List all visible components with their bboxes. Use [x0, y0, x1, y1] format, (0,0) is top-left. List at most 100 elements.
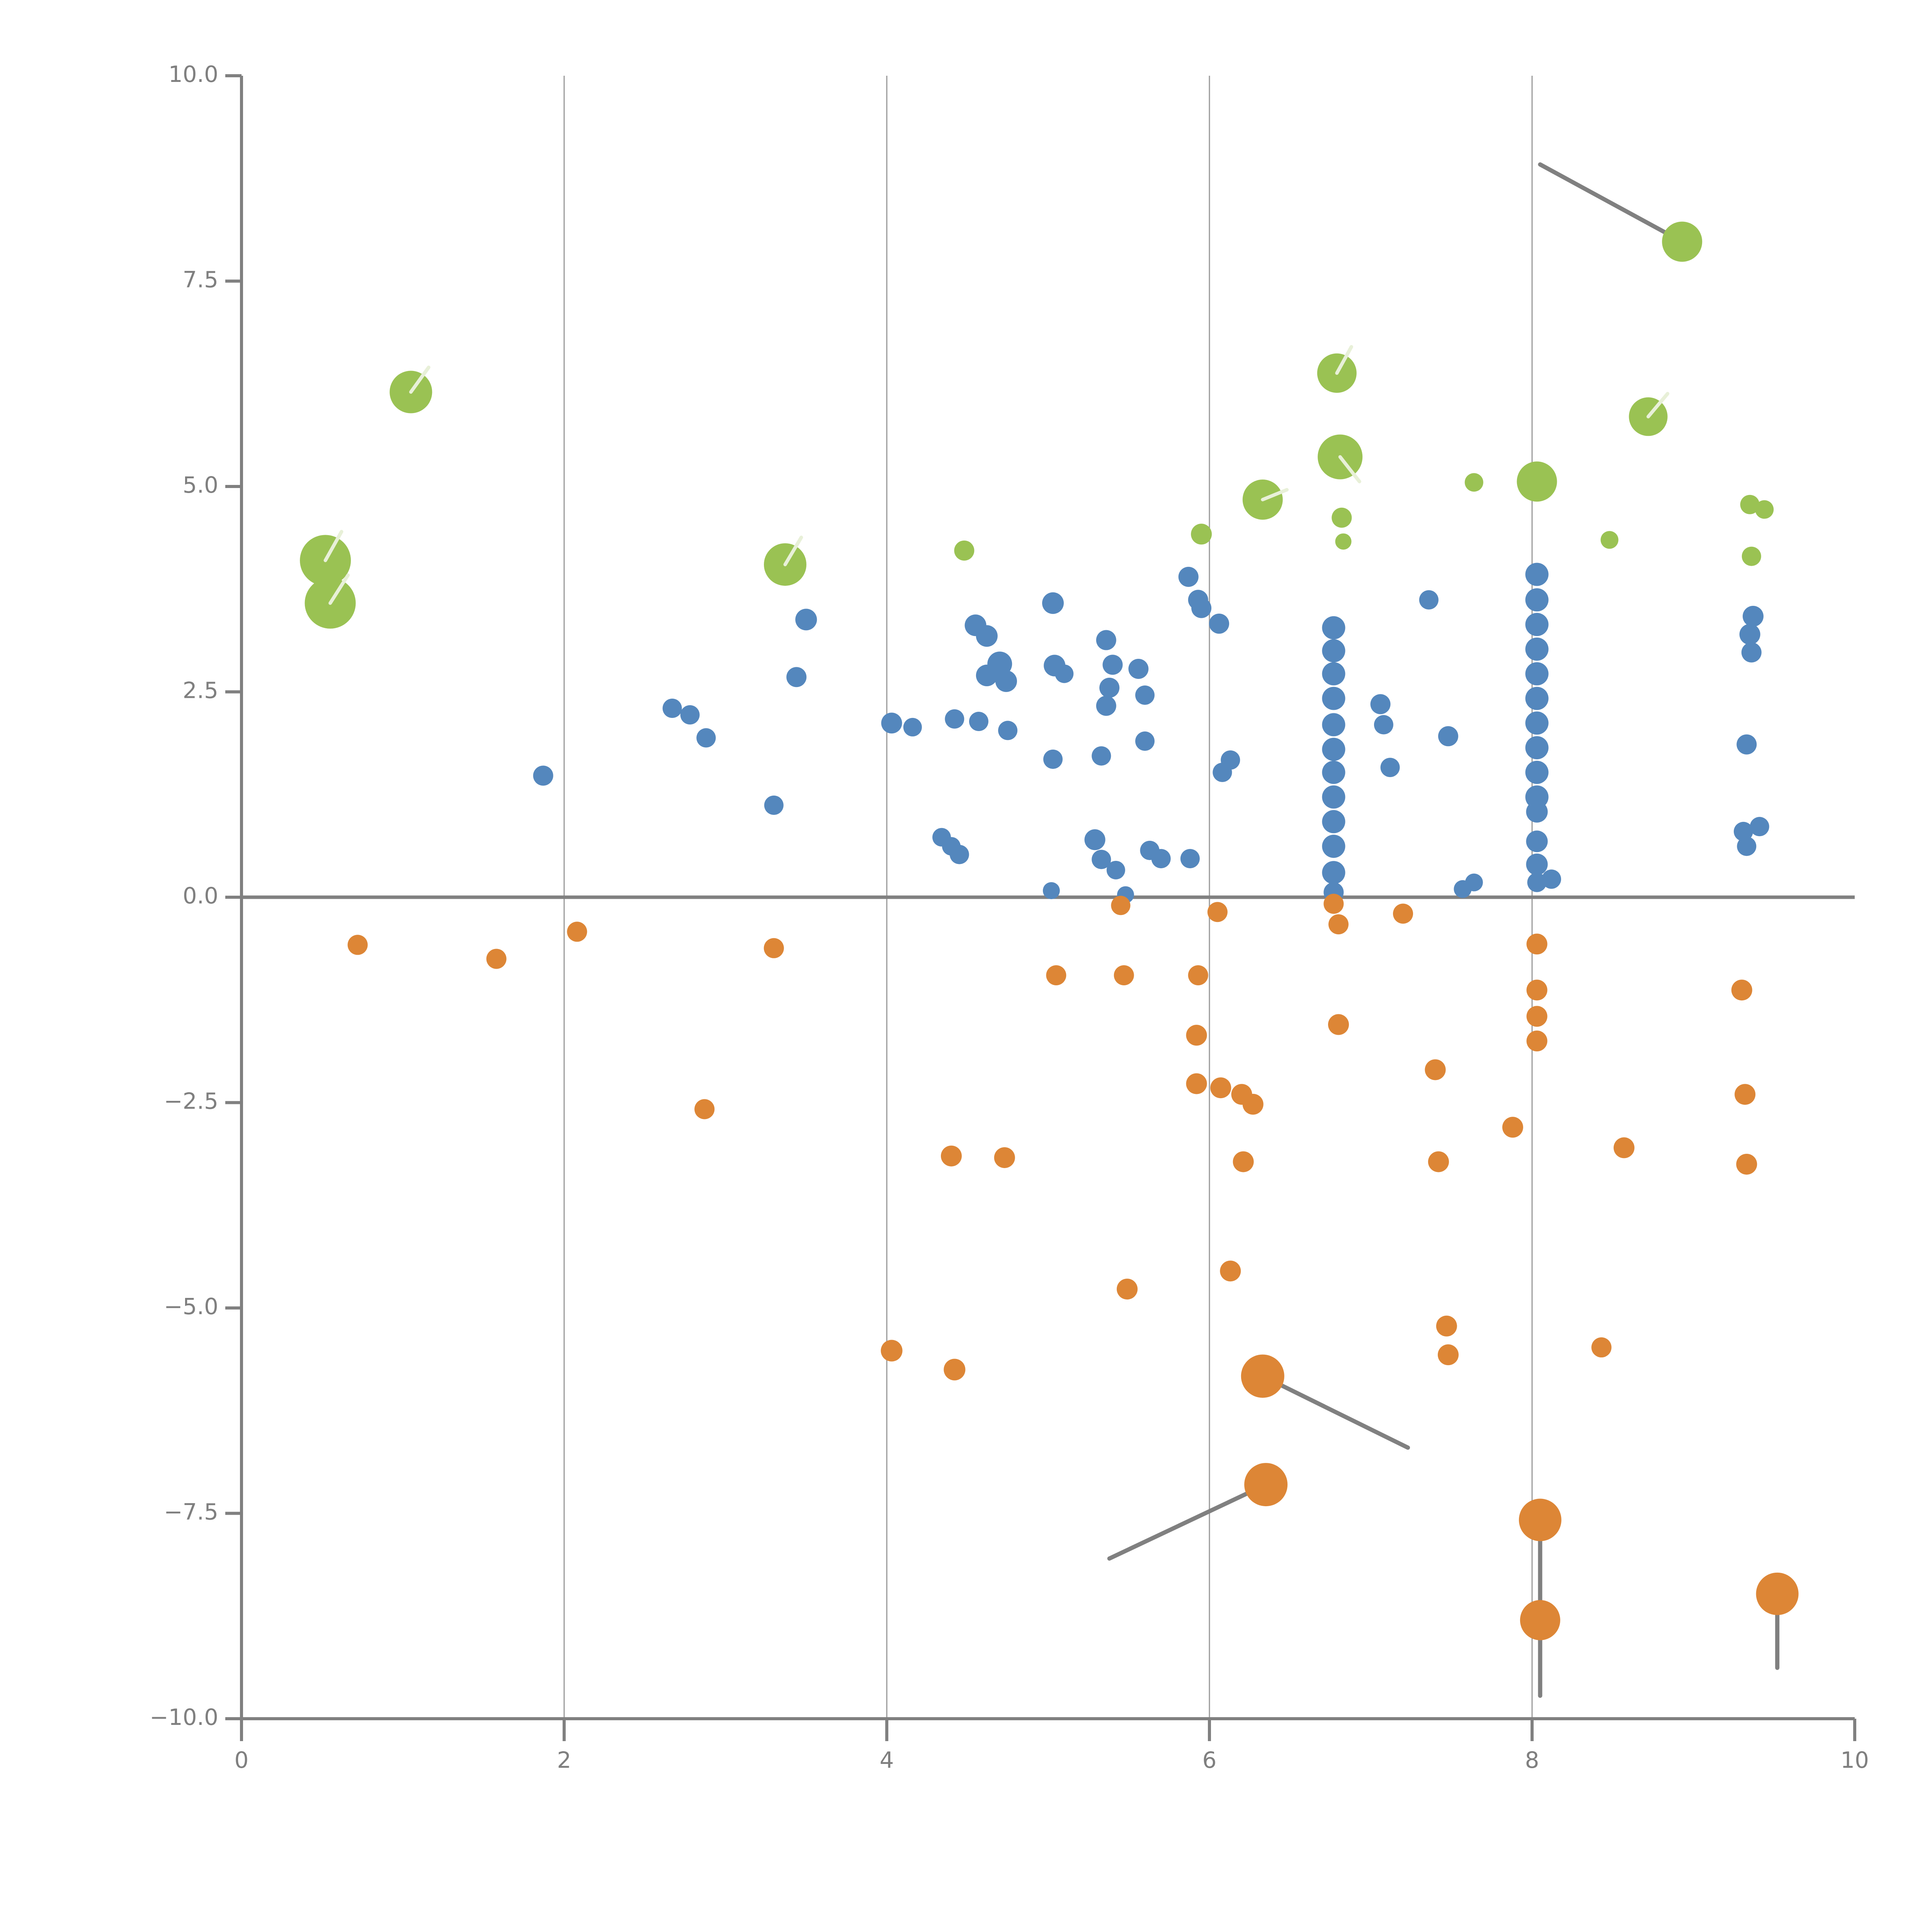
data-point-blue-85[interactable]: [1750, 817, 1769, 837]
data-point-blue-68[interactable]: [1525, 637, 1549, 661]
data-point-blue-64[interactable]: [1465, 873, 1483, 891]
data-point-blue-50[interactable]: [1322, 713, 1345, 736]
data-point-orange-15[interactable]: [1186, 1073, 1207, 1094]
data-point-orange-34[interactable]: [1526, 980, 1548, 1001]
data-point-green-5[interactable]: [1191, 524, 1212, 545]
data-point-blue-39[interactable]: [1178, 566, 1199, 587]
data-point-green-15[interactable]: [1662, 221, 1702, 262]
data-point-orange-9[interactable]: [1046, 965, 1066, 985]
data-point-orange-3[interactable]: [694, 1099, 715, 1119]
data-point-orange-26[interactable]: [1328, 1014, 1349, 1035]
data-point-blue-83[interactable]: [1736, 734, 1757, 755]
data-point-blue-19[interactable]: [998, 721, 1018, 740]
data-point-blue-61[interactable]: [1419, 590, 1439, 610]
data-point-orange-2[interactable]: [567, 922, 587, 942]
data-point-blue-76[interactable]: [1526, 830, 1548, 852]
data-point-orange-32[interactable]: [1502, 1117, 1523, 1138]
data-point-blue-70[interactable]: [1525, 687, 1549, 710]
data-point-blue-75[interactable]: [1526, 801, 1548, 823]
data-point-blue-17[interactable]: [976, 664, 998, 686]
data-point-orange-1[interactable]: [486, 949, 507, 969]
data-point-blue-6[interactable]: [786, 667, 807, 687]
data-point-blue-80[interactable]: [1742, 605, 1764, 627]
data-point-blue-65[interactable]: [1525, 563, 1549, 586]
data-point-blue-20[interactable]: [1042, 592, 1064, 614]
data-point-blue-59[interactable]: [1374, 715, 1393, 735]
data-point-blue-71[interactable]: [1525, 711, 1549, 735]
data-point-blue-47[interactable]: [1322, 639, 1345, 663]
data-point-blue-84[interactable]: [1733, 821, 1753, 841]
data-point-orange-31[interactable]: [1437, 1344, 1459, 1366]
data-point-green-13[interactable]: [1600, 531, 1619, 549]
data-point-blue-35[interactable]: [1135, 685, 1155, 705]
data-point-orange-44[interactable]: [1756, 1572, 1799, 1615]
data-point-blue-67[interactable]: [1525, 613, 1549, 636]
data-point-blue-4[interactable]: [764, 795, 784, 815]
data-point-blue-58[interactable]: [1370, 694, 1391, 714]
data-point-blue-42[interactable]: [1180, 849, 1200, 869]
data-point-orange-14[interactable]: [1186, 1025, 1207, 1046]
data-point-orange-42[interactable]: [1735, 1084, 1756, 1105]
data-point-orange-16[interactable]: [1207, 902, 1228, 922]
data-point-blue-1[interactable]: [662, 699, 682, 718]
data-point-blue-27[interactable]: [1099, 677, 1120, 698]
data-point-blue-23[interactable]: [1043, 749, 1063, 769]
data-point-orange-0[interactable]: [347, 935, 368, 955]
data-point-blue-41[interactable]: [1191, 598, 1212, 618]
data-point-green-17[interactable]: [1755, 500, 1774, 519]
data-point-orange-30[interactable]: [1436, 1315, 1457, 1337]
data-point-blue-26[interactable]: [1102, 655, 1123, 675]
data-point-blue-7[interactable]: [881, 713, 902, 734]
data-point-orange-10[interactable]: [1111, 896, 1131, 915]
data-point-blue-22[interactable]: [1055, 664, 1074, 683]
data-point-blue-29[interactable]: [1092, 746, 1111, 766]
data-point-blue-36[interactable]: [1135, 731, 1155, 751]
data-point-blue-31[interactable]: [1092, 850, 1111, 869]
data-point-blue-79[interactable]: [1542, 869, 1561, 889]
data-point-blue-72[interactable]: [1525, 736, 1549, 760]
data-point-blue-53[interactable]: [1322, 785, 1345, 809]
data-point-orange-20[interactable]: [1233, 1151, 1254, 1172]
data-point-blue-38[interactable]: [1151, 849, 1171, 869]
data-point-orange-38[interactable]: [1520, 1600, 1560, 1640]
data-point-blue-34[interactable]: [1128, 658, 1149, 679]
data-point-blue-13[interactable]: [949, 845, 969, 864]
data-point-blue-73[interactable]: [1525, 760, 1549, 784]
data-point-orange-5[interactable]: [881, 1340, 903, 1362]
data-point-blue-81[interactable]: [1739, 624, 1760, 645]
data-point-blue-82[interactable]: [1741, 642, 1762, 663]
data-point-orange-39[interactable]: [1591, 1337, 1612, 1358]
data-point-blue-49[interactable]: [1322, 687, 1345, 710]
data-point-blue-43[interactable]: [1209, 614, 1230, 634]
data-point-blue-2[interactable]: [680, 705, 700, 725]
data-point-green-4[interactable]: [954, 540, 975, 561]
data-point-orange-36[interactable]: [1526, 1031, 1548, 1052]
data-point-orange-23[interactable]: [1244, 1463, 1288, 1507]
data-point-blue-8[interactable]: [903, 718, 922, 736]
data-point-orange-40[interactable]: [1613, 1137, 1634, 1158]
data-point-orange-4[interactable]: [764, 938, 784, 958]
data-point-orange-27[interactable]: [1393, 903, 1413, 924]
data-point-orange-17[interactable]: [1210, 1077, 1231, 1099]
data-point-blue-46[interactable]: [1322, 616, 1345, 639]
data-point-blue-3[interactable]: [696, 728, 716, 748]
data-point-blue-5[interactable]: [795, 609, 817, 631]
data-point-orange-33[interactable]: [1526, 934, 1548, 955]
data-point-orange-24[interactable]: [1323, 894, 1344, 914]
data-point-orange-41[interactable]: [1731, 980, 1752, 1001]
data-point-orange-25[interactable]: [1328, 914, 1349, 935]
data-point-blue-12[interactable]: [969, 712, 988, 731]
data-point-orange-8[interactable]: [994, 1147, 1015, 1168]
data-point-blue-66[interactable]: [1525, 588, 1549, 612]
data-point-blue-24[interactable]: [1043, 882, 1060, 899]
data-point-blue-48[interactable]: [1322, 662, 1345, 685]
data-point-blue-60[interactable]: [1380, 758, 1400, 777]
data-point-blue-28[interactable]: [1096, 696, 1116, 716]
data-point-green-16[interactable]: [1740, 495, 1760, 514]
data-point-blue-45[interactable]: [1221, 750, 1240, 770]
data-point-blue-15[interactable]: [976, 625, 998, 647]
data-point-orange-29[interactable]: [1428, 1151, 1449, 1172]
data-point-orange-21[interactable]: [1220, 1260, 1241, 1282]
data-point-blue-51[interactable]: [1322, 738, 1345, 761]
data-point-orange-28[interactable]: [1425, 1059, 1446, 1080]
